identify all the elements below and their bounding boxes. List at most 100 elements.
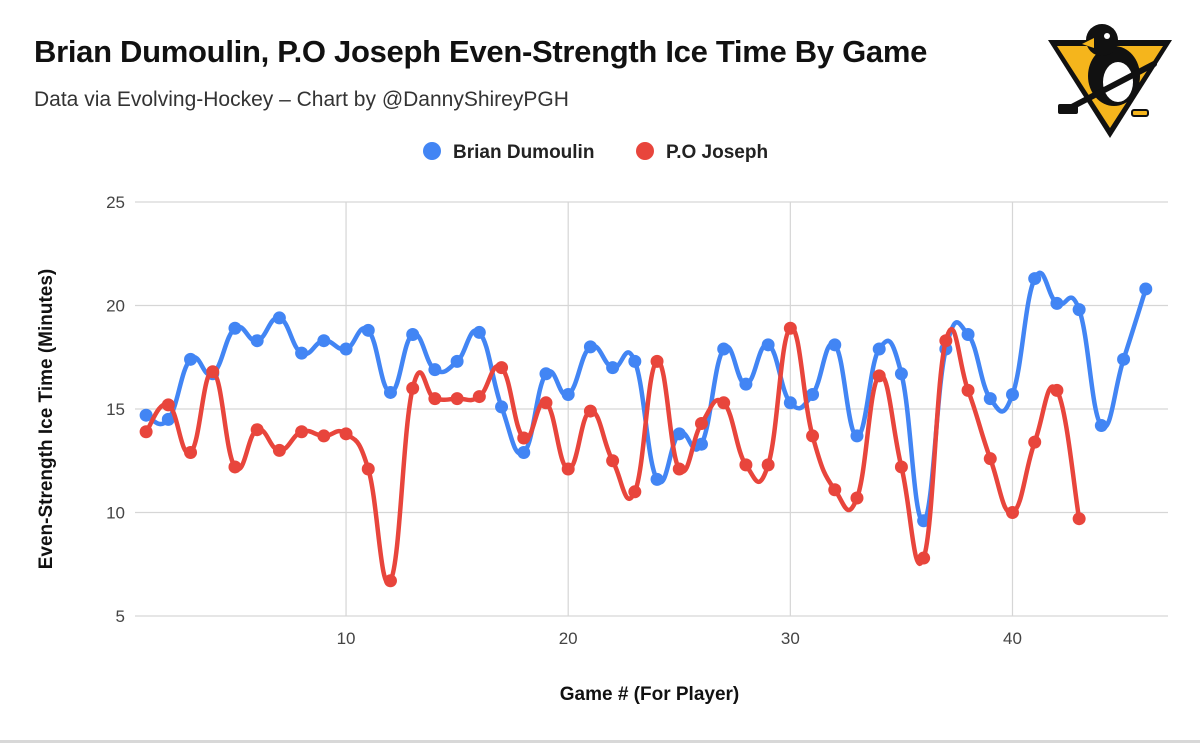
data-point-brian-dumoulin-13 (406, 327, 420, 341)
data-point-p-o-joseph-41 (1028, 435, 1042, 449)
data-point-p-o-joseph-26 (694, 416, 708, 430)
data-point-brian-dumoulin-1 (139, 408, 153, 422)
data-point-p-o-joseph-30 (783, 321, 797, 335)
data-point-brian-dumoulin-40 (1005, 388, 1019, 402)
data-point-p-o-joseph-23 (628, 485, 642, 499)
data-point-brian-dumoulin-46 (1139, 282, 1153, 296)
series-layer (139, 270, 1153, 588)
data-point-p-o-joseph-20 (561, 462, 575, 476)
legend-marker-p-o-joseph (636, 142, 654, 160)
data-point-brian-dumoulin-41 (1028, 272, 1042, 286)
data-point-brian-dumoulin-7 (272, 311, 286, 325)
data-point-brian-dumoulin-10 (339, 342, 353, 356)
data-point-brian-dumoulin-20 (561, 388, 575, 402)
data-point-brian-dumoulin-29 (761, 338, 775, 352)
data-point-p-o-joseph-13 (406, 381, 420, 395)
data-point-brian-dumoulin-24 (650, 472, 664, 486)
data-point-p-o-joseph-5 (228, 460, 242, 474)
data-point-p-o-joseph-25 (672, 462, 686, 476)
data-point-brian-dumoulin-45 (1117, 352, 1131, 366)
data-point-brian-dumoulin-44 (1094, 419, 1108, 433)
y-tick-5: 5 (116, 607, 125, 626)
x-axis-title: Game # (For Player) (560, 684, 740, 705)
data-point-brian-dumoulin-12 (383, 385, 397, 399)
data-point-brian-dumoulin-19 (539, 367, 553, 381)
data-point-brian-dumoulin-31 (806, 388, 820, 402)
data-point-brian-dumoulin-43 (1072, 303, 1086, 317)
data-point-brian-dumoulin-18 (517, 445, 531, 459)
data-point-p-o-joseph-3 (184, 445, 198, 459)
data-point-brian-dumoulin-25 (672, 427, 686, 441)
data-point-p-o-joseph-4 (206, 365, 220, 379)
y-tick-20: 20 (106, 297, 125, 316)
data-point-p-o-joseph-35 (894, 460, 908, 474)
chart-title: Brian Dumoulin, P.O Joseph Even-Strength… (34, 34, 928, 69)
data-point-brian-dumoulin-34 (872, 342, 886, 356)
data-point-p-o-joseph-27 (717, 396, 731, 410)
x-tick-10: 10 (337, 629, 356, 648)
data-point-brian-dumoulin-36 (917, 514, 931, 528)
data-point-brian-dumoulin-11 (361, 323, 375, 337)
data-point-p-o-joseph-37 (939, 334, 953, 348)
chart-subtitle: Data via Evolving-Hockey – Chart by @Dan… (34, 88, 569, 111)
data-point-brian-dumoulin-3 (184, 352, 198, 366)
data-point-brian-dumoulin-27 (717, 342, 731, 356)
data-point-p-o-joseph-16 (472, 390, 486, 404)
legend-label-p-o-joseph: P.O Joseph (666, 142, 768, 163)
data-point-brian-dumoulin-22 (606, 361, 620, 375)
data-point-brian-dumoulin-2 (161, 412, 175, 426)
data-point-p-o-joseph-36 (917, 551, 931, 565)
data-point-p-o-joseph-15 (450, 392, 464, 406)
data-point-p-o-joseph-6 (250, 423, 264, 437)
data-point-brian-dumoulin-9 (317, 334, 331, 348)
data-point-brian-dumoulin-35 (894, 367, 908, 381)
data-point-p-o-joseph-1 (139, 425, 153, 439)
data-point-brian-dumoulin-5 (228, 321, 242, 335)
series-line-p-o-joseph (143, 326, 1082, 586)
x-tick-40: 40 (1003, 629, 1022, 648)
data-point-brian-dumoulin-28 (739, 377, 753, 391)
data-point-p-o-joseph-31 (806, 429, 820, 443)
data-point-brian-dumoulin-38 (961, 327, 975, 341)
data-point-p-o-joseph-22 (606, 454, 620, 468)
data-point-p-o-joseph-8 (295, 425, 309, 439)
data-point-brian-dumoulin-21 (583, 340, 597, 354)
data-point-p-o-joseph-12 (383, 574, 397, 588)
data-point-brian-dumoulin-30 (783, 396, 797, 410)
x-tick-20: 20 (559, 629, 578, 648)
data-point-brian-dumoulin-14 (428, 363, 442, 377)
legend: Brian Dumoulin P.O Joseph (423, 142, 768, 163)
data-point-p-o-joseph-18 (517, 431, 531, 445)
data-point-brian-dumoulin-23 (628, 354, 642, 368)
data-point-p-o-joseph-29 (761, 458, 775, 472)
y-tick-10: 10 (106, 504, 125, 523)
data-point-p-o-joseph-14 (428, 392, 442, 406)
y-tick-15: 15 (106, 400, 125, 419)
series-p-o-joseph (139, 321, 1086, 588)
data-point-brian-dumoulin-15 (450, 354, 464, 368)
data-point-brian-dumoulin-6 (250, 334, 264, 348)
data-point-brian-dumoulin-32 (828, 338, 842, 352)
data-point-p-o-joseph-43 (1072, 512, 1086, 526)
data-point-p-o-joseph-42 (1050, 383, 1064, 397)
data-point-p-o-joseph-19 (539, 396, 553, 410)
data-point-brian-dumoulin-8 (295, 346, 309, 360)
tick-labels: 5 10 15 20 25 10 20 30 40 (106, 193, 1022, 648)
x-tick-30: 30 (781, 629, 800, 648)
data-point-brian-dumoulin-33 (850, 429, 864, 443)
data-point-brian-dumoulin-26 (694, 437, 708, 451)
gridlines (135, 201, 1168, 617)
data-point-p-o-joseph-17 (495, 361, 509, 375)
data-point-brian-dumoulin-39 (983, 392, 997, 406)
y-axis-title: Even-Strength Ice Time (Minutes) (36, 269, 57, 570)
data-point-p-o-joseph-9 (317, 429, 331, 443)
data-point-p-o-joseph-38 (961, 383, 975, 397)
data-point-p-o-joseph-21 (583, 404, 597, 418)
data-point-brian-dumoulin-42 (1050, 296, 1064, 310)
data-point-p-o-joseph-2 (161, 398, 175, 412)
data-point-p-o-joseph-24 (650, 354, 664, 368)
data-point-p-o-joseph-33 (850, 491, 864, 505)
data-point-p-o-joseph-28 (739, 458, 753, 472)
legend-marker-brian-dumoulin (423, 142, 441, 160)
legend-label-brian-dumoulin: Brian Dumoulin (453, 142, 594, 163)
